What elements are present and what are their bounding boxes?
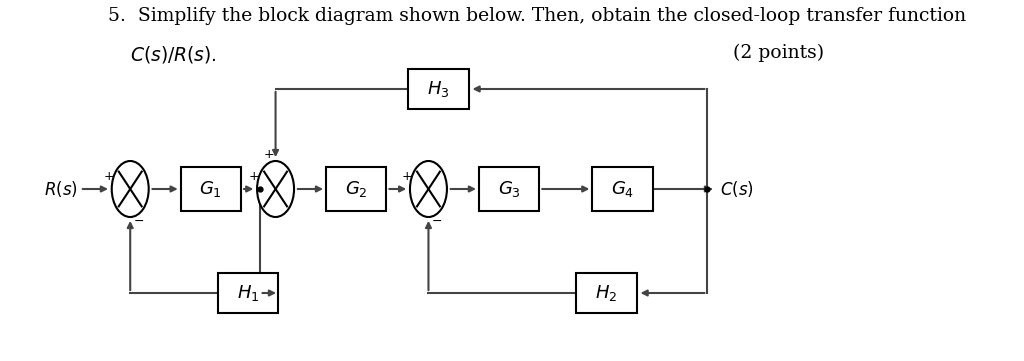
Bar [180, 167, 241, 211]
Text: $G_3$: $G_3$ [498, 179, 520, 199]
Text: (2 points): (2 points) [732, 44, 823, 62]
Bar [217, 273, 279, 313]
Text: 5.  Simplify the block diagram shown below. Then, obtain the closed-loop transfe: 5. Simplify the block diagram shown belo… [108, 7, 966, 25]
Text: +: + [103, 170, 115, 183]
Text: $H_1$: $H_1$ [237, 283, 259, 303]
Ellipse shape [410, 161, 446, 217]
Text: $C(s)$: $C(s)$ [720, 179, 754, 199]
Text: $G_4$: $G_4$ [611, 179, 634, 199]
Text: −: − [431, 215, 442, 228]
Bar [409, 69, 469, 109]
Ellipse shape [257, 161, 294, 217]
Bar [577, 273, 637, 313]
Bar [479, 167, 540, 211]
Ellipse shape [112, 161, 148, 217]
Text: +: + [401, 170, 413, 183]
Text: $R(s)$: $R(s)$ [43, 179, 77, 199]
Text: +: + [249, 170, 260, 183]
Text: −: − [133, 215, 143, 228]
Text: $G_1$: $G_1$ [200, 179, 222, 199]
Bar [326, 167, 386, 211]
Text: $H_3$: $H_3$ [427, 79, 450, 99]
Text: $H_2$: $H_2$ [595, 283, 617, 303]
Bar [592, 167, 652, 211]
Text: $C(s)/R(s).$: $C(s)/R(s).$ [130, 44, 217, 65]
Text: $G_2$: $G_2$ [345, 179, 368, 199]
Text: +: + [264, 148, 274, 161]
